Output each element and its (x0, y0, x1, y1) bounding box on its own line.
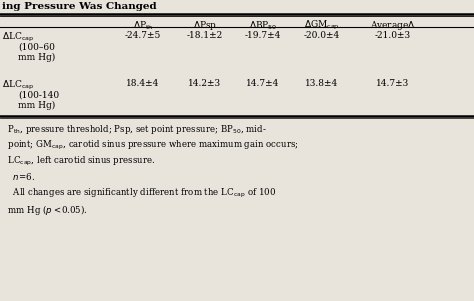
Text: ing Pressure Was Changed: ing Pressure Was Changed (2, 2, 156, 11)
Text: -19.7±4: -19.7±4 (245, 31, 281, 40)
Text: 14.7±3: 14.7±3 (376, 79, 410, 88)
Text: $\Delta$LC$_{\rm cap}$: $\Delta$LC$_{\rm cap}$ (2, 79, 34, 92)
Text: mm Hg): mm Hg) (18, 101, 55, 110)
Text: -24.7±5: -24.7±5 (125, 31, 161, 40)
Text: $n$=6.: $n$=6. (2, 171, 35, 182)
Text: 14.2±3: 14.2±3 (189, 79, 221, 88)
Text: $\Delta$P$_{\rm th}$: $\Delta$P$_{\rm th}$ (133, 19, 153, 32)
Text: $\Delta$GM$_{\rm cap}$: $\Delta$GM$_{\rm cap}$ (304, 19, 340, 32)
Text: (100-140: (100-140 (18, 91, 59, 100)
Text: 14.7±4: 14.7±4 (246, 79, 280, 88)
Text: Average$\Delta$: Average$\Delta$ (370, 19, 416, 32)
Text: -21.0±3: -21.0±3 (375, 31, 411, 40)
Text: -20.0±4: -20.0±4 (304, 31, 340, 40)
Text: All changes are significantly different from the LC$_{\rm cap}$ of 100: All changes are significantly different … (2, 187, 276, 200)
Text: -18.1±2: -18.1±2 (187, 31, 223, 40)
Text: LC$_{\rm cap}$, left carotid sinus pressure.: LC$_{\rm cap}$, left carotid sinus press… (2, 155, 155, 168)
Text: $\Delta$BP$_{\rm 50}$: $\Delta$BP$_{\rm 50}$ (249, 19, 277, 32)
Text: $\Delta$Psp: $\Delta$Psp (193, 19, 217, 32)
Text: (100–60: (100–60 (18, 43, 55, 52)
Text: mm Hg ($p$ <0.05).: mm Hg ($p$ <0.05). (2, 203, 88, 217)
Text: point; GM$_{\rm cap}$, carotid sinus pressure where maximum gain occurs;: point; GM$_{\rm cap}$, carotid sinus pre… (2, 139, 299, 152)
Text: mm Hg): mm Hg) (18, 53, 55, 62)
Text: 18.4±4: 18.4±4 (126, 79, 160, 88)
Text: P$_{\rm th}$, pressure threshold; Psp, set point pressure; BP$_{\rm 50}$, mid-: P$_{\rm th}$, pressure threshold; Psp, s… (2, 123, 267, 136)
Text: 13.8±4: 13.8±4 (305, 79, 338, 88)
Text: $\Delta$LC$_{\rm cap}$: $\Delta$LC$_{\rm cap}$ (2, 31, 34, 44)
